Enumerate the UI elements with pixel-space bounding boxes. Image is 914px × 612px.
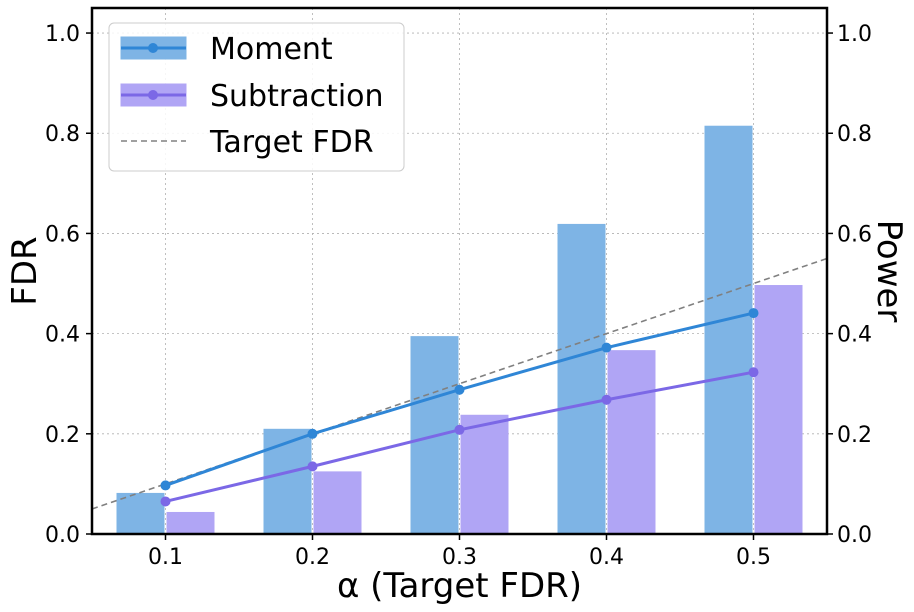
legend-box — [108, 22, 405, 172]
y-tick-label-0: 0.0 — [45, 523, 80, 548]
bar-subtraction-1 — [313, 471, 362, 535]
x-tick-label-0: 0.1 — [148, 545, 183, 570]
x-axis-title: α (Target FDR) — [337, 566, 582, 606]
bar-moment-0 — [116, 492, 165, 535]
series-lines — [160, 308, 759, 507]
bar-subtraction-3 — [607, 350, 656, 535]
point-moment-3 — [601, 342, 612, 353]
ticks: 0.1 0.2 0.3 0.4 0.5 0.0 0.0 0.2 0.2 0.4 0.4 0.6 0.6 0… — [45, 22, 872, 570]
y-right-tick-label-1: 0.2 — [837, 423, 872, 448]
bar-subtraction-2 — [460, 414, 509, 535]
y-right-tick-label-4: 0.8 — [837, 122, 872, 147]
legend-marker-moment — [148, 43, 158, 53]
bar-moment-3 — [557, 223, 606, 535]
y-axis-title-right: Power — [869, 220, 909, 323]
bar-subtraction-0 — [166, 511, 215, 535]
y-tick-label-4: 0.8 — [45, 122, 80, 147]
y-tick-label-1: 0.2 — [45, 423, 80, 448]
y-tick-label-5: 1.0 — [45, 22, 80, 47]
legend: Moment Subtraction Target FDR — [108, 22, 405, 172]
y-right-tick-label-5: 1.0 — [837, 22, 872, 47]
x-tick-label-2: 0.3 — [442, 545, 477, 570]
y-tick-label-3: 0.6 — [45, 222, 80, 247]
point-subtraction-4 — [748, 367, 759, 378]
y-axis-title: FDR — [5, 236, 45, 305]
legend-label-moment: Moment — [210, 32, 333, 67]
legend-label-target-fdr: Target FDR — [209, 125, 374, 160]
point-subtraction-1 — [307, 461, 318, 472]
legend-label-subtraction: Subtraction — [210, 79, 384, 114]
point-subtraction-3 — [601, 394, 612, 405]
bar-moment-4 — [704, 125, 753, 535]
point-moment-2 — [454, 384, 465, 395]
x-tick-label-1: 0.2 — [295, 545, 330, 570]
point-moment-0 — [160, 480, 171, 491]
y-right-tick-label-3: 0.6 — [837, 222, 872, 247]
x-tick-label-4: 0.5 — [736, 545, 771, 570]
bar-moment-1 — [263, 428, 312, 535]
legend-marker-subtraction — [148, 90, 158, 100]
point-moment-1 — [307, 428, 318, 439]
point-moment-4 — [748, 308, 759, 319]
y-tick-label-2: 0.4 — [45, 323, 80, 348]
y-right-tick-label-2: 0.4 — [837, 323, 872, 348]
bars — [116, 125, 803, 535]
y-right-tick-label-0: 0.0 — [837, 523, 872, 548]
bar-subtraction-4 — [754, 285, 803, 535]
x-tick-label-3: 0.4 — [589, 545, 624, 570]
point-subtraction-2 — [454, 424, 465, 435]
point-subtraction-0 — [160, 496, 171, 507]
